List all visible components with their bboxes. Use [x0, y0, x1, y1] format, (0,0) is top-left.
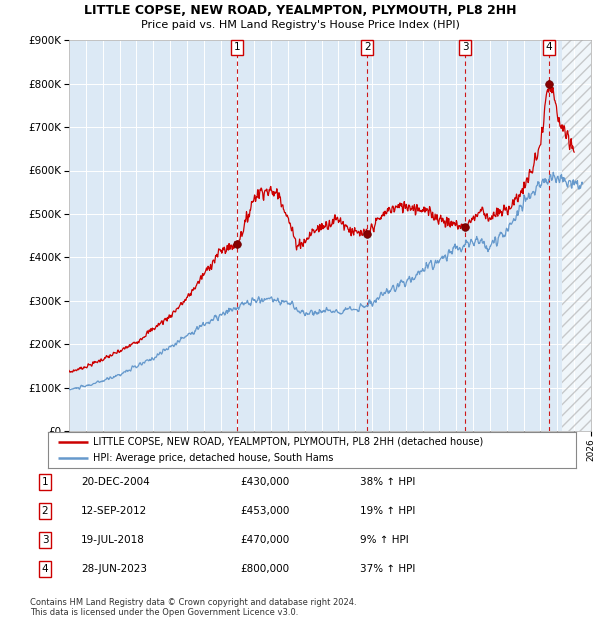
Text: LITTLE COPSE, NEW ROAD, YEALMPTON, PLYMOUTH, PL8 2HH (detached house): LITTLE COPSE, NEW ROAD, YEALMPTON, PLYMO… [93, 437, 483, 447]
Text: 38% ↑ HPI: 38% ↑ HPI [360, 477, 415, 487]
Text: LITTLE COPSE, NEW ROAD, YEALMPTON, PLYMOUTH, PL8 2HH: LITTLE COPSE, NEW ROAD, YEALMPTON, PLYMO… [84, 4, 516, 17]
Text: 19% ↑ HPI: 19% ↑ HPI [360, 506, 415, 516]
Text: 1: 1 [41, 477, 49, 487]
Text: 20-DEC-2004: 20-DEC-2004 [81, 477, 150, 487]
Text: 12-SEP-2012: 12-SEP-2012 [81, 506, 147, 516]
Text: £430,000: £430,000 [240, 477, 289, 487]
Text: 28-JUN-2023: 28-JUN-2023 [81, 564, 147, 574]
Text: £470,000: £470,000 [240, 535, 289, 545]
Text: £800,000: £800,000 [240, 564, 289, 574]
Text: 37% ↑ HPI: 37% ↑ HPI [360, 564, 415, 574]
Text: 4: 4 [545, 42, 552, 52]
Text: 4: 4 [41, 564, 49, 574]
Text: This data is licensed under the Open Government Licence v3.0.: This data is licensed under the Open Gov… [30, 608, 298, 617]
Text: HPI: Average price, detached house, South Hams: HPI: Average price, detached house, Sout… [93, 453, 333, 463]
Text: Contains HM Land Registry data © Crown copyright and database right 2024.: Contains HM Land Registry data © Crown c… [30, 598, 356, 607]
Text: 3: 3 [41, 535, 49, 545]
Text: 3: 3 [462, 42, 469, 52]
Text: Price paid vs. HM Land Registry's House Price Index (HPI): Price paid vs. HM Land Registry's House … [140, 20, 460, 30]
Text: 2: 2 [364, 42, 371, 52]
Text: 2: 2 [41, 506, 49, 516]
Text: 9% ↑ HPI: 9% ↑ HPI [360, 535, 409, 545]
Text: 1: 1 [233, 42, 240, 52]
Text: £453,000: £453,000 [240, 506, 289, 516]
Text: 19-JUL-2018: 19-JUL-2018 [81, 535, 145, 545]
